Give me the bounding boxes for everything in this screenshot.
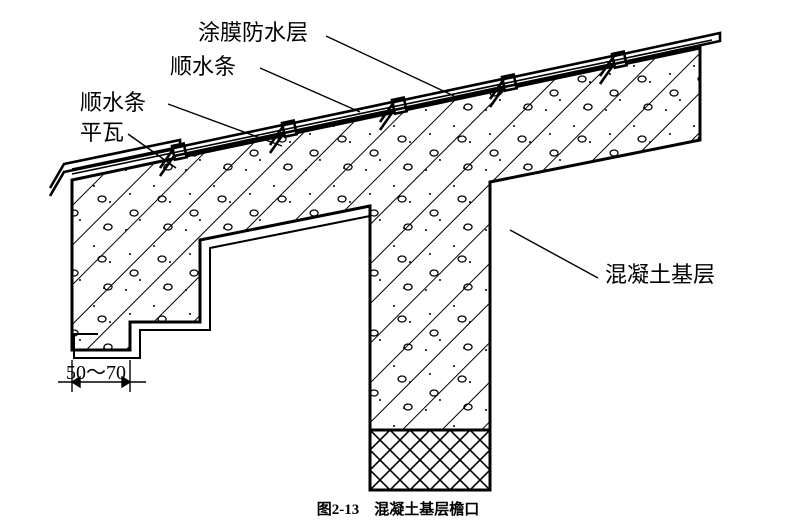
wall-lower (370, 430, 490, 490)
figure-caption: 图2-13 混凝土基层檐口 (0, 498, 796, 519)
label-batten-top: 顺水条 (170, 56, 236, 78)
dimension-text: 50～70 (66, 356, 126, 385)
diagram-canvas: 涂膜防水层 顺水条 顺水条 平瓦 混凝土基层 50～70 图2-13 混凝土基层… (0, 0, 796, 527)
label-batten-side: 顺水条 (80, 92, 146, 114)
concrete-aggregate (72, 48, 700, 430)
label-concrete: 混凝土基层 (605, 264, 715, 286)
label-flat-tile: 平瓦 (80, 122, 124, 144)
label-membrane: 涂膜防水层 (198, 22, 308, 44)
